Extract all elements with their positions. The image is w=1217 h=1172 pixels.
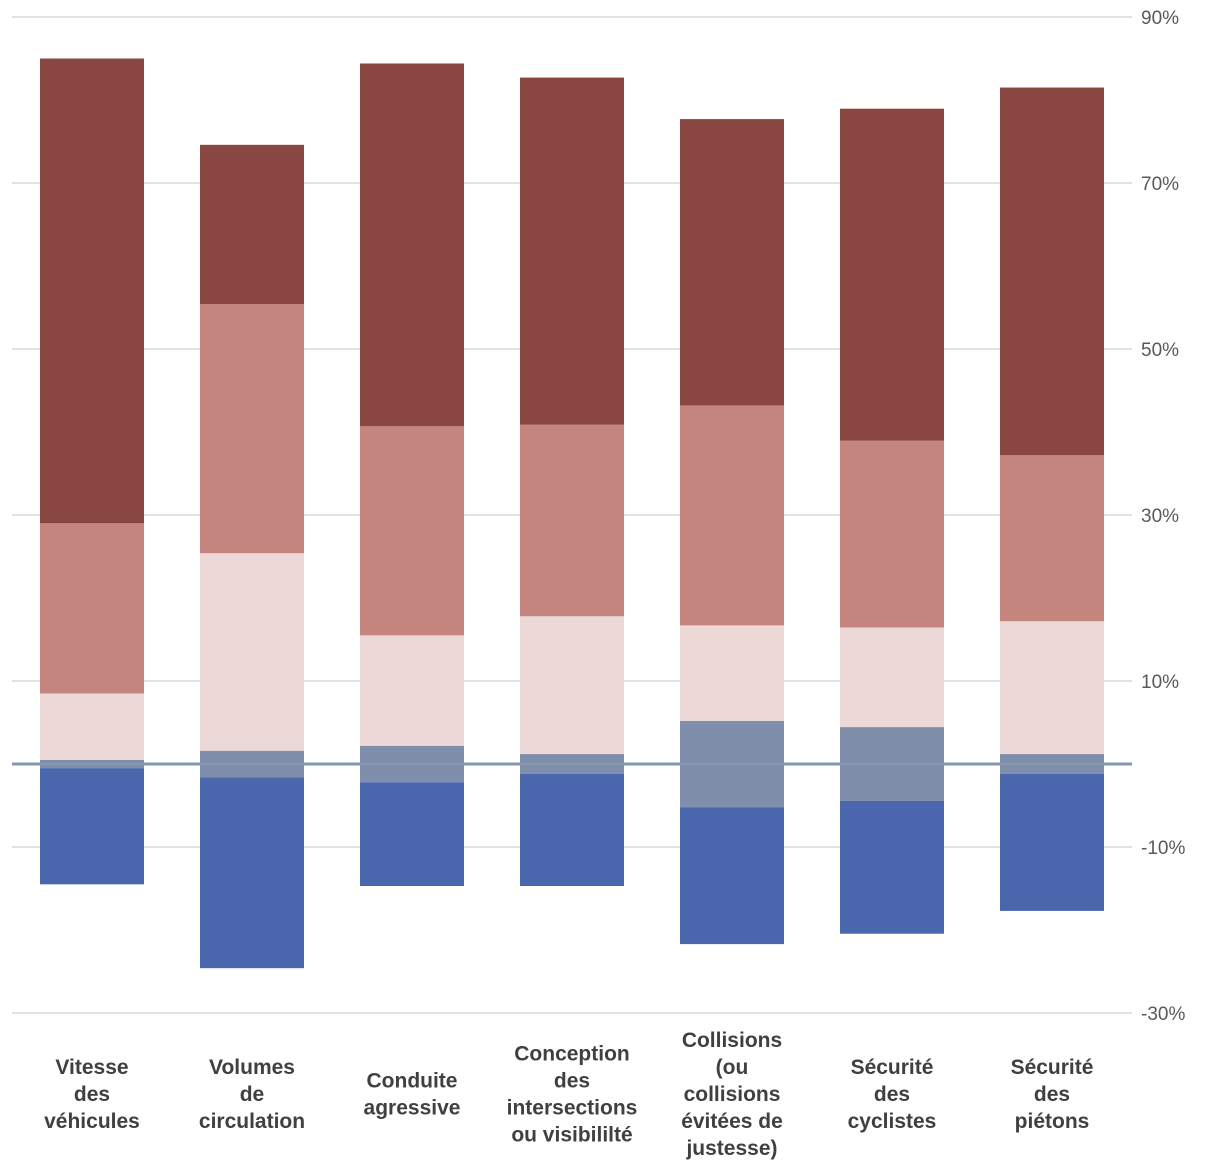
y-tick-label: 30% [1141, 506, 1179, 527]
bar-segment-series-5-cat-4 [520, 77, 624, 425]
category-label: Conduite agressive [364, 1070, 461, 1120]
y-tick-label: 50% [1141, 340, 1179, 361]
y-tick-label: 10% [1141, 672, 1179, 693]
category-label-line: intersections [507, 1097, 638, 1120]
category-label-line: agressive [364, 1097, 461, 1120]
bar-segment-series-4-cat-5 [680, 405, 784, 626]
category-label-line: Vitesse [55, 1056, 128, 1079]
bar-segment-series-3-cat-7 [1000, 621, 1104, 755]
bar-segment-series-4-cat-7 [1000, 455, 1104, 622]
bar-segment-series-4-cat-4 [520, 424, 624, 617]
bar-segment-series-4-cat-1 [40, 523, 144, 694]
bar-segment-series-3-cat-5 [680, 625, 784, 721]
bar-segment-series-5-cat-7 [1000, 87, 1104, 456]
category-label-line: des [554, 1070, 590, 1093]
bar-segment-series-1-cat-4 [520, 773, 624, 887]
category-label-line: (ou [716, 1056, 749, 1079]
category-labels: Vitesse des véhicules Volumes de circulation C… [44, 1029, 1093, 1160]
category-label-line: Collisions [682, 1029, 782, 1052]
bar-segment-series-4-cat-3 [360, 426, 464, 636]
category-label-line: Volumes [209, 1056, 295, 1079]
category-label-line: collisions [684, 1083, 781, 1106]
category-label-line: des [874, 1083, 910, 1106]
category-label-line: Conception [514, 1043, 630, 1066]
category-label: Vitesse des véhicules [44, 1056, 140, 1133]
bar-segment-series-1-cat-6 [840, 800, 944, 934]
category-label-line: ou visibililté [511, 1124, 632, 1147]
category-label-line: véhicules [44, 1110, 140, 1133]
category-label-line: des [1034, 1083, 1070, 1106]
bar-segment-series-5-cat-2 [200, 144, 304, 305]
bar-segment-series-3-cat-2 [200, 553, 304, 751]
bar-segment-series-4-cat-2 [200, 304, 304, 554]
category-label-line: cyclistes [848, 1110, 937, 1133]
category-label-line: piétons [1015, 1110, 1090, 1133]
bar-segment-series-5-cat-6 [840, 108, 944, 441]
bar-segment-series-1-cat-3 [360, 782, 464, 887]
bar-segment-series-3-cat-1 [40, 693, 144, 760]
y-tick-label: -30% [1141, 1004, 1185, 1025]
bar-segment-series-1-cat-7 [1000, 773, 1104, 911]
bar-segment-series-1-cat-5 [680, 807, 784, 945]
bar-segment-series-1-cat-2 [200, 777, 304, 969]
y-tick-label: 70% [1141, 174, 1179, 195]
category-label-line: Sécurité [851, 1056, 934, 1079]
category-label-line: Conduite [367, 1070, 458, 1093]
bar-segment-series-1-cat-1 [40, 768, 144, 885]
bar-segment-series-5-cat-5 [680, 119, 784, 406]
category-label: Collisions (ou collisions évitées de justess… [681, 1029, 783, 1160]
y-axis-ticks: 90% 70% 50% 30% 10% -10% -30% [1141, 8, 1185, 1025]
bar-segment-series-5-cat-3 [360, 63, 464, 427]
category-label: Volumes de circulation [199, 1056, 305, 1133]
category-label-line: circulation [199, 1110, 305, 1133]
y-tick-label: -10% [1141, 838, 1185, 859]
bar-segment-series-4-cat-6 [840, 440, 944, 628]
category-label-line: de [240, 1083, 265, 1106]
category-label: Sécurité des cyclistes [848, 1056, 937, 1133]
y-tick-label: 90% [1141, 8, 1179, 29]
category-label: Conception des intersections ou visibililté [507, 1043, 638, 1147]
bar-segment-series-5-cat-1 [40, 58, 144, 524]
category-label-line: évitées de [681, 1110, 783, 1133]
bar-segment-series-3-cat-4 [520, 616, 624, 755]
bar-segment-series-3-cat-6 [840, 627, 944, 728]
category-label-line: justesse) [685, 1137, 777, 1160]
category-label: Sécurité des piétons [1011, 1056, 1094, 1133]
category-label-line: des [74, 1083, 110, 1106]
bars [40, 58, 1104, 969]
category-label-line: Sécurité [1011, 1056, 1094, 1079]
bar-segment-series-3-cat-3 [360, 635, 464, 746]
